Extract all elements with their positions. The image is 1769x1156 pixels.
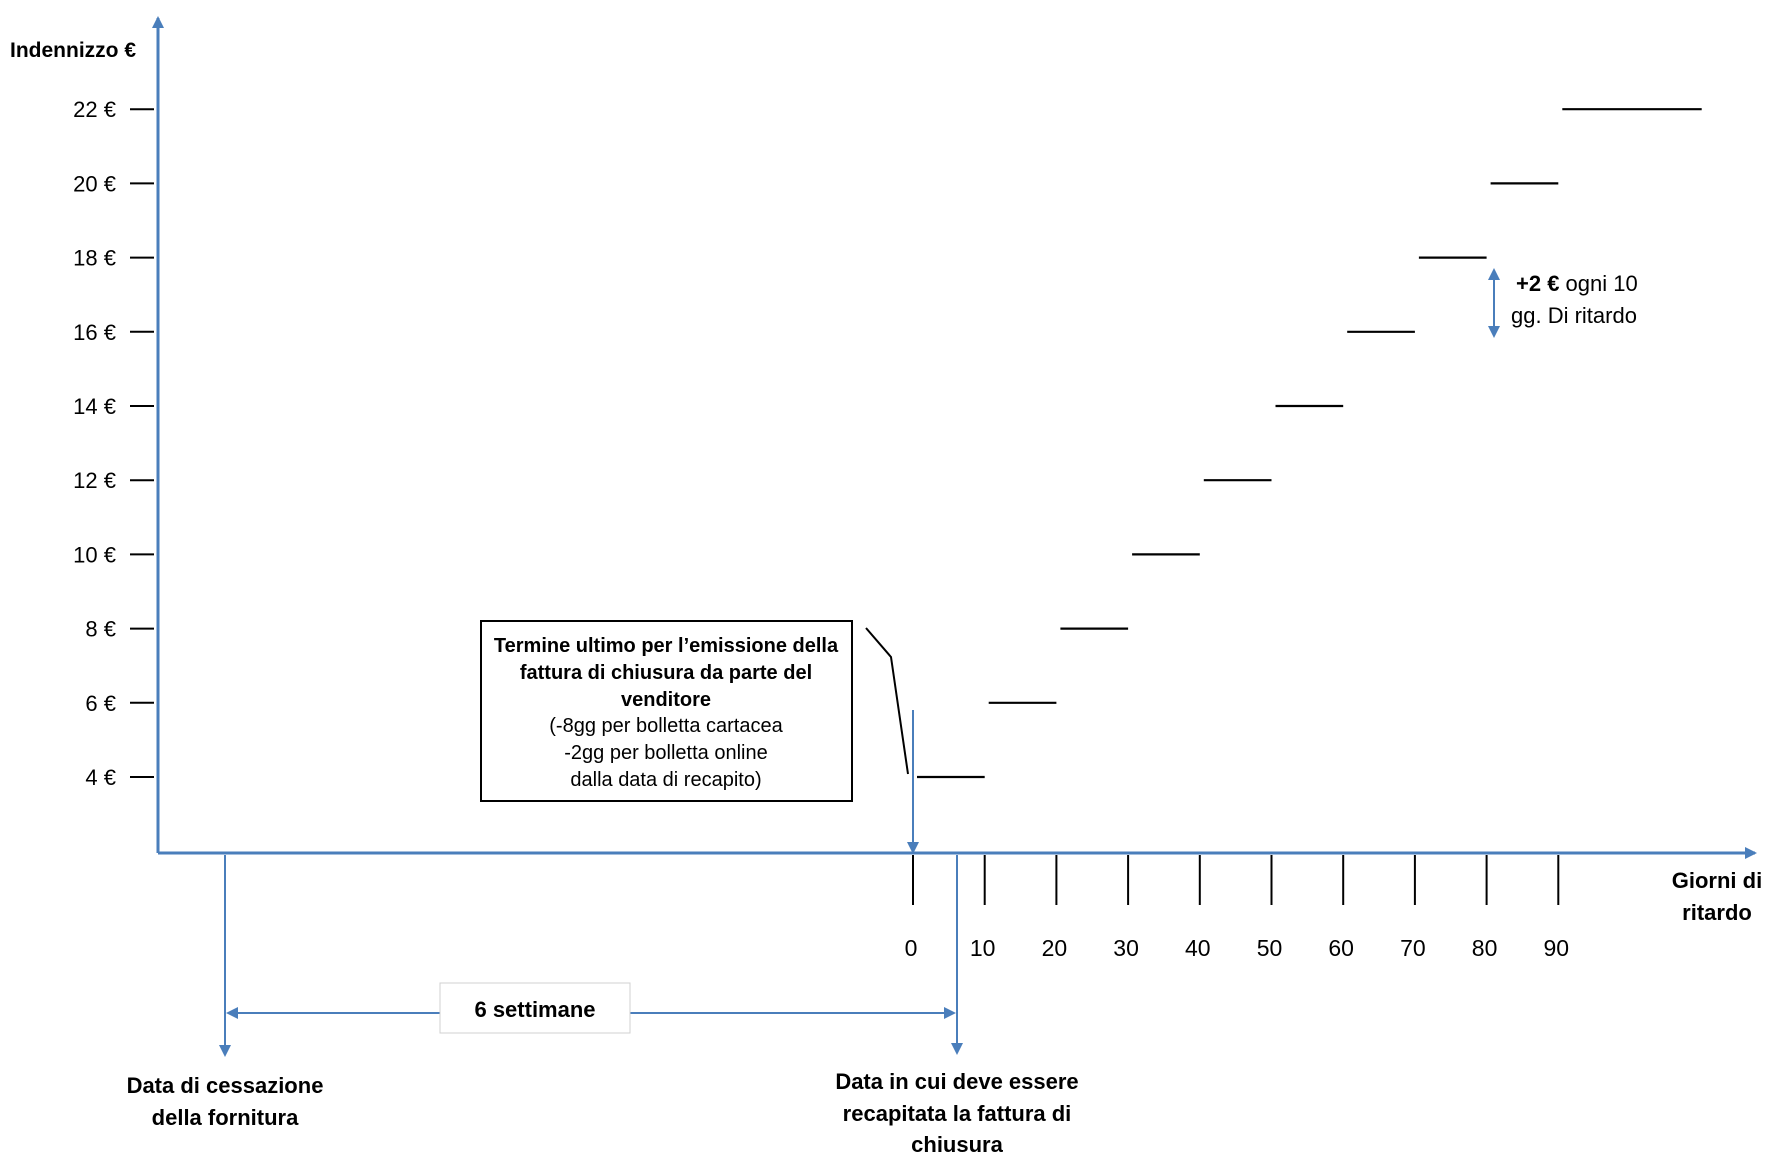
six-weeks-label: 6 settimane — [474, 997, 595, 1022]
x-axis-label-line2: ritardo — [1682, 900, 1752, 925]
x-tick-label: 60 — [1328, 935, 1354, 961]
step-series — [917, 108, 1702, 779]
start-date-label-line2: della fornitura — [152, 1105, 299, 1130]
box-title-line3: venditore — [621, 689, 711, 711]
six-weeks-box — [439, 982, 631, 1034]
box-detail-line1: (-8gg per bolletta cartacea — [549, 715, 783, 737]
x-tick-label: 20 — [1042, 935, 1068, 961]
x-tick-label: 40 — [1185, 935, 1211, 961]
x-tick-label: 30 — [1113, 935, 1139, 961]
x-tick-label: 10 — [970, 935, 996, 961]
y-tick-label: 12 € — [73, 468, 116, 493]
x-ticks: 0 10 20 30 40 50 60 70 80 90 — [905, 855, 1569, 961]
y-tick-label: 4 € — [85, 765, 116, 790]
y-tick-label: 10 € — [73, 542, 116, 567]
delivery-date-label-line2: recapitata la fattura di — [843, 1101, 1072, 1126]
y-axis-label: Indennizzo € — [10, 39, 136, 62]
y-ticks: 22 € 20 € 18 € 16 € 14 € 12 € 10 € 8 € 6 € 4 € — [73, 97, 154, 790]
y-tick-label: 8 € — [85, 617, 116, 642]
box-detail-line2: -2gg per bolletta online — [564, 742, 767, 764]
y-tick-label: 14 € — [73, 394, 116, 419]
y-tick-label: 20 € — [73, 171, 116, 196]
x-axis-label-line1: Giorni di — [1672, 868, 1762, 893]
box-title-line1: Termine ultimo per l’emissione della — [494, 635, 839, 657]
box-detail-line3: dalla data di recapito) — [570, 769, 761, 791]
delivery-date-label-line3: chiusura — [911, 1132, 1003, 1156]
increment-bold: +2 € — [1516, 271, 1559, 296]
increment-rest: ogni 10 — [1559, 271, 1637, 296]
box-title-line2: fattura di chiusura da parte del — [520, 662, 812, 684]
x-tick-label: 70 — [1400, 935, 1426, 961]
delivery-date-label-line1: Data in cui deve essere — [835, 1069, 1078, 1094]
y-tick-label: 6 € — [85, 691, 116, 716]
x-tick-label: 80 — [1472, 935, 1498, 961]
y-tick-label: 16 € — [73, 320, 116, 345]
increment-line2: gg. Di ritardo — [1511, 303, 1637, 328]
start-date-label-line1: Data di cessazione — [127, 1073, 324, 1098]
x-tick-label: 0 — [905, 935, 918, 961]
increment-line1: +2 € ogni 10 — [1516, 271, 1638, 296]
x-tick-label: 50 — [1257, 935, 1283, 961]
y-tick-label: 22 € — [73, 97, 116, 122]
y-tick-label: 18 € — [73, 246, 116, 271]
x-tick-label: 90 — [1544, 935, 1570, 961]
deadline-box — [480, 620, 853, 802]
box-callout-line — [865, 627, 909, 775]
